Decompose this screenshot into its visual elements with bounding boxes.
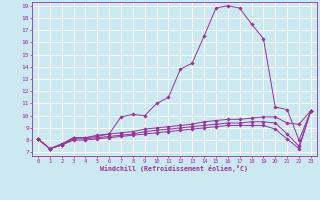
X-axis label: Windchill (Refroidissement éolien,°C): Windchill (Refroidissement éolien,°C): [100, 165, 248, 172]
